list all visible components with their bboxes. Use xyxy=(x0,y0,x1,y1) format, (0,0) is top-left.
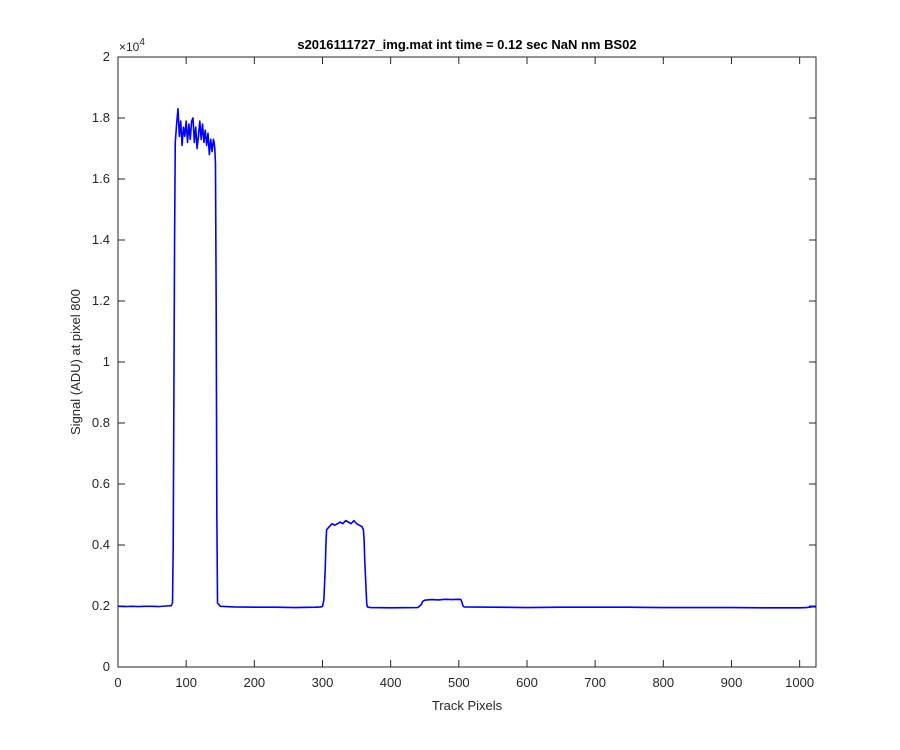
y-tick-label: 0.6 xyxy=(92,476,110,491)
x-tick-label: 800 xyxy=(652,675,674,690)
x-tick-label: 900 xyxy=(721,675,743,690)
x-tick-label: 700 xyxy=(584,675,606,690)
y-tick-label: 0 xyxy=(103,659,110,674)
x-tick-label: 100 xyxy=(175,675,197,690)
x-tick-label: 500 xyxy=(448,675,470,690)
x-axis: 0 100 200 300 400 500 600 700 800 900 1000 xyxy=(114,57,814,690)
y-tick-label: 0.8 xyxy=(92,415,110,430)
y-axis: 0 0.2 0.4 0.6 0.8 1 1.2 1.4 1.6 1.8 2 xyxy=(92,49,816,674)
chart-title: s2016111727_img.mat int time = 0.12 sec … xyxy=(297,37,636,52)
y-axis-multiplier: ×104 xyxy=(119,37,145,54)
x-tick-label: 600 xyxy=(516,675,538,690)
y-tick-label: 1.8 xyxy=(92,110,110,125)
y-axis-label: Signal (ADU) at pixel 800 xyxy=(68,289,83,435)
y-tick-label: 2 xyxy=(103,49,110,64)
x-tick-label: 300 xyxy=(312,675,334,690)
y-multiplier-base: ×10 xyxy=(119,40,140,54)
x-tick-label: 400 xyxy=(380,675,402,690)
x-tick-label: 200 xyxy=(243,675,265,690)
x-axis-label: Track Pixels xyxy=(432,698,503,713)
y-tick-label: 0.4 xyxy=(92,537,110,552)
y-tick-label: 1.4 xyxy=(92,232,110,247)
y-tick-label: 1.2 xyxy=(92,293,110,308)
y-tick-label: 0.2 xyxy=(92,598,110,613)
x-tick-label: 1000 xyxy=(785,675,814,690)
x-tick-label: 0 xyxy=(114,675,121,690)
y-tick-label: 1.6 xyxy=(92,171,110,186)
signal-series-line xyxy=(117,108,817,609)
y-tick-label: 1 xyxy=(103,354,110,369)
y-multiplier-exponent: 4 xyxy=(139,37,145,48)
plot-area xyxy=(117,56,817,668)
